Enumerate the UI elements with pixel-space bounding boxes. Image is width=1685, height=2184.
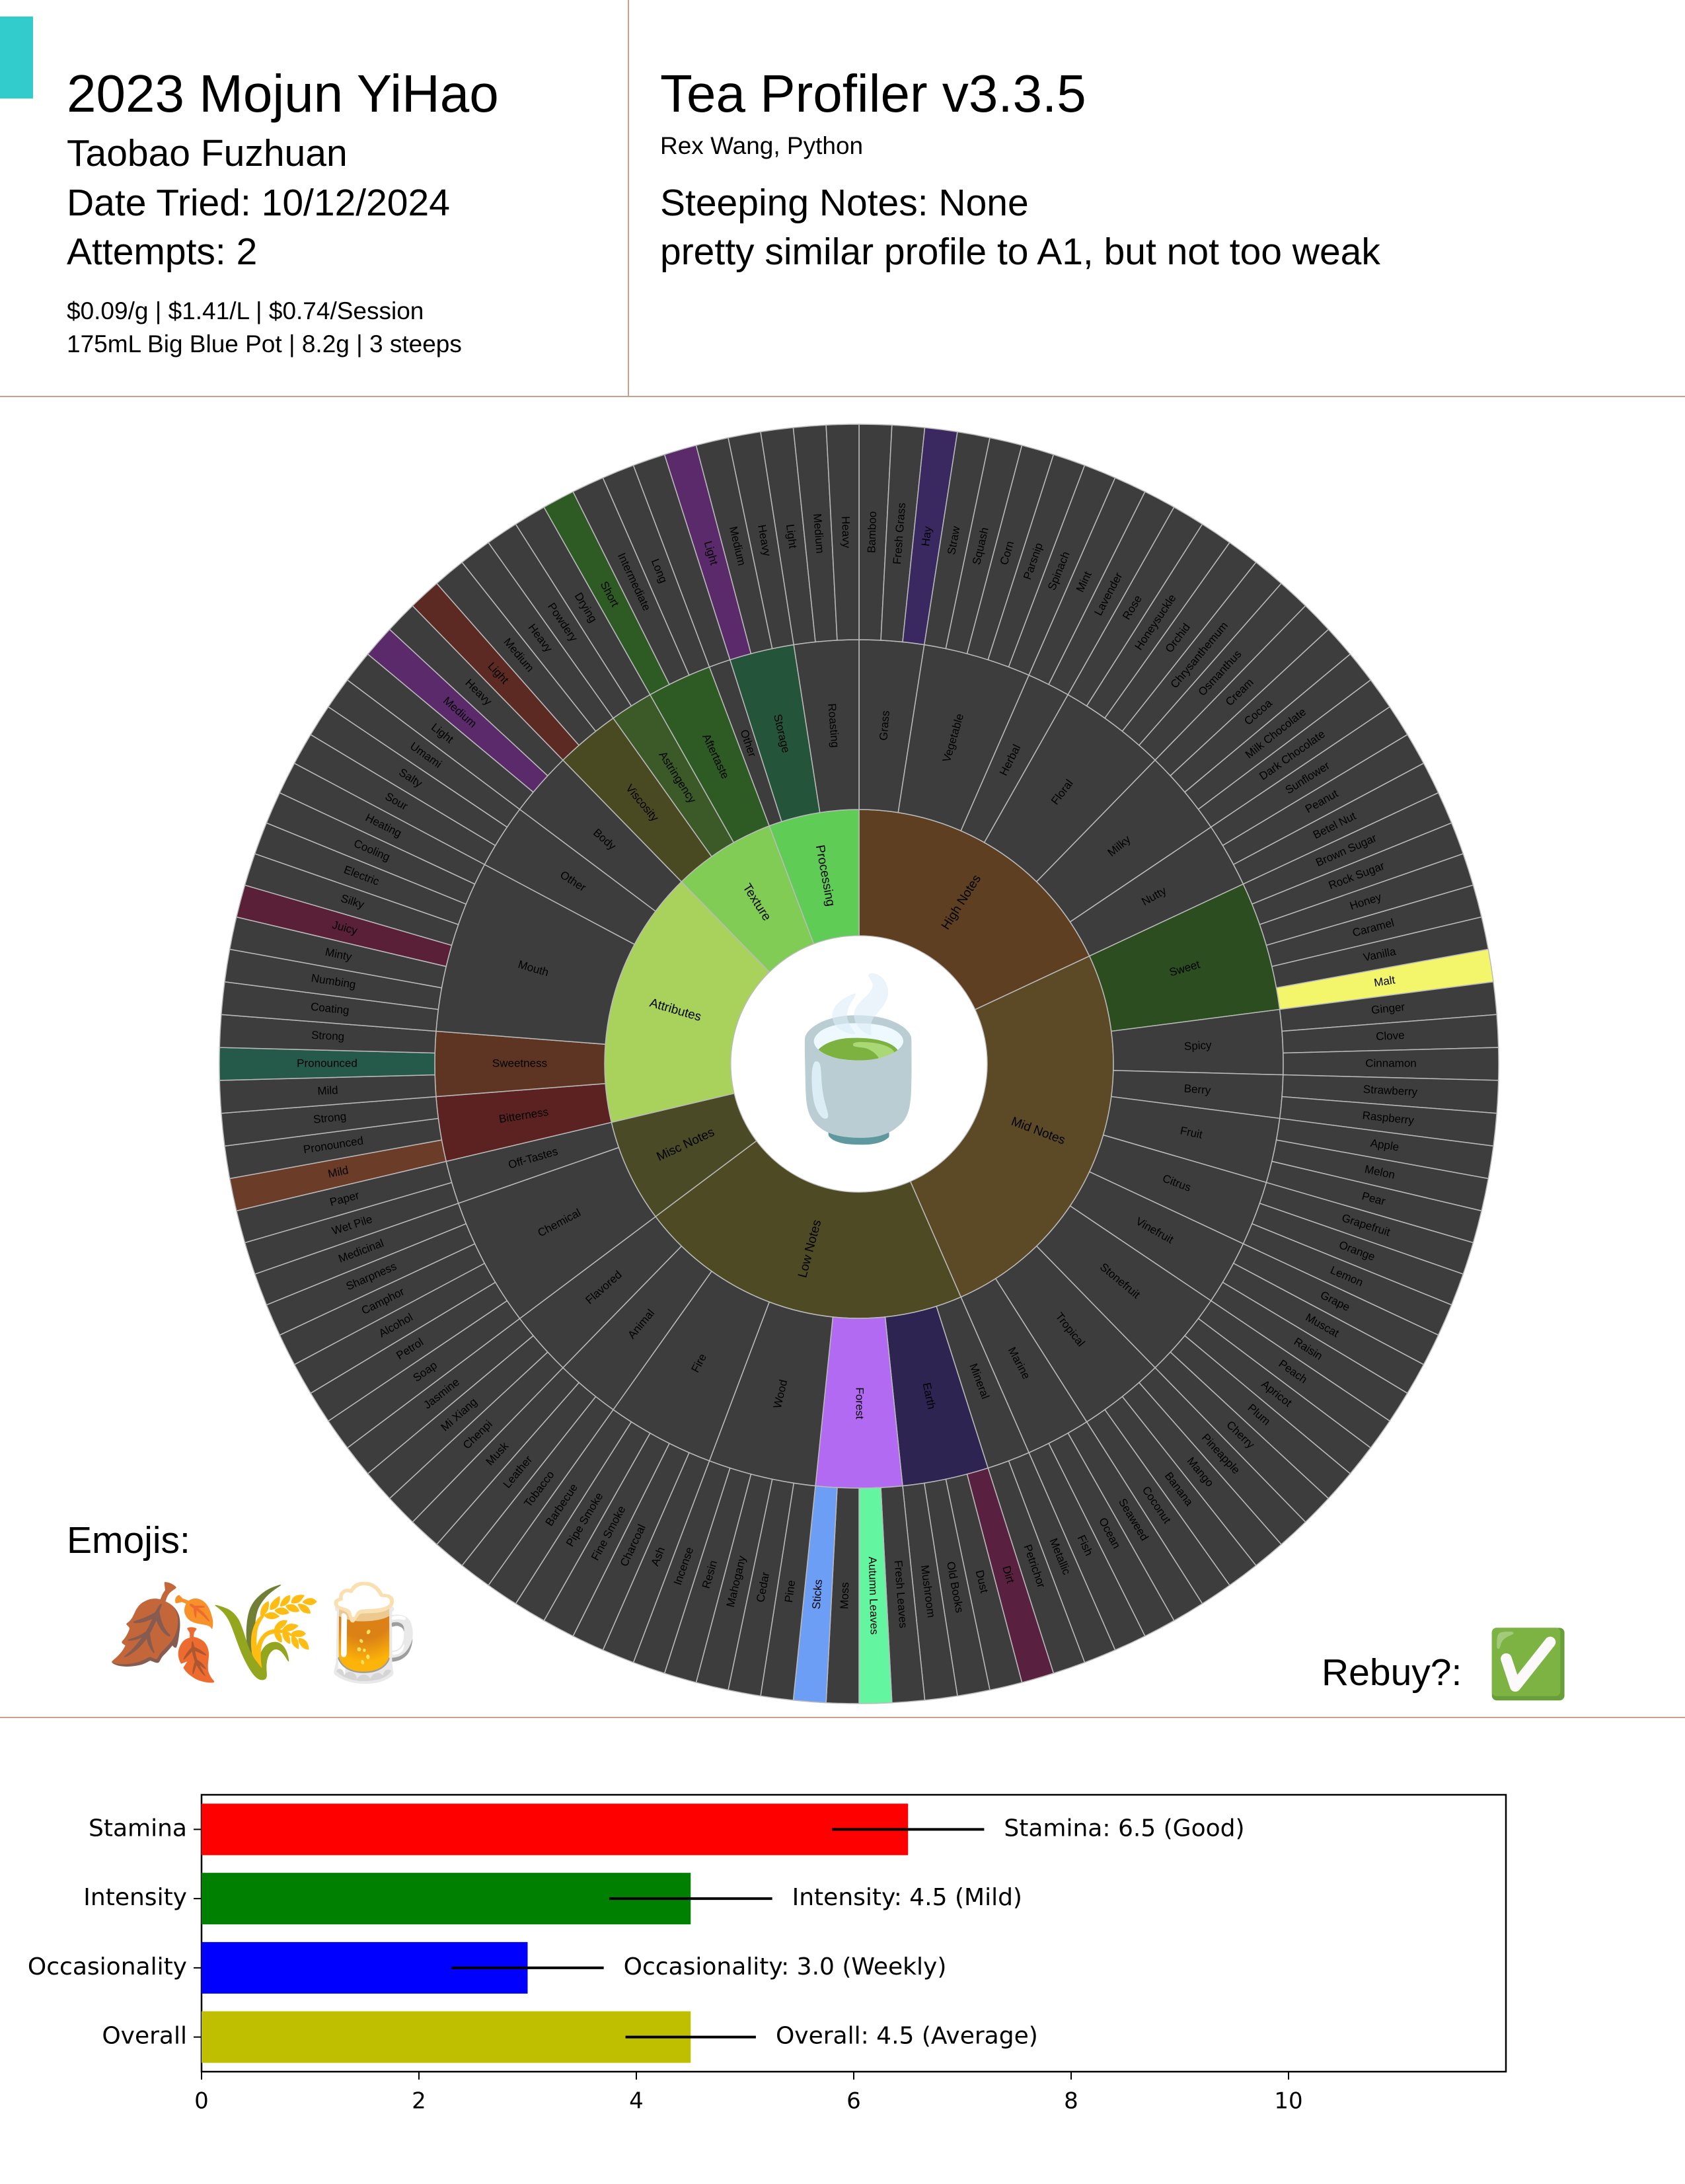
flavor-label: Mild <box>317 1084 338 1098</box>
setup-line: 175mL Big Blue Pot | 8.2g | 3 steeps <box>67 330 462 358</box>
subcategory-label: Sweetness <box>492 1057 547 1069</box>
emoji: 🌾 <box>208 1579 323 1687</box>
price-line: $0.09/g | $1.41/L | $0.74/Session <box>67 297 424 324</box>
flavor-label: Clove <box>1376 1029 1405 1043</box>
x-tick-label: 6 <box>846 2088 861 2115</box>
tea-vendor: Taobao Fuzhuan <box>67 132 348 174</box>
value-label: Overall: 4.5 (Average) <box>776 2023 1038 2050</box>
flavor-label: Pine <box>782 1579 798 1603</box>
emojis-label: Emojis: <box>67 1519 190 1562</box>
attempts: Attempts: 2 <box>67 231 257 273</box>
flavor-label: Sticks <box>810 1579 825 1610</box>
y-tick-label: Occasionality <box>28 1953 187 1980</box>
y-tick-label: Intensity <box>83 1884 187 1911</box>
tea-title: 2023 Mojun YiHao <box>67 64 499 123</box>
flavor-label: Light <box>784 523 800 549</box>
subcategory-label: Grass <box>877 710 891 741</box>
app-title: Tea Profiler v3.3.5 <box>660 64 1086 123</box>
y-tick-label: Stamina <box>89 1815 187 1842</box>
subcategory-label: Forest <box>854 1387 866 1419</box>
author: Rex Wang, Python <box>660 132 863 159</box>
emoji-row: 🍂🌾🍺 <box>106 1577 426 1687</box>
value-label: Occasionality: 3.0 (Weekly) <box>624 1953 947 1980</box>
x-tick-label: 4 <box>629 2088 644 2115</box>
center-emoji: 🍵 <box>765 969 954 1148</box>
flavor-label: Malt <box>1373 973 1396 989</box>
center-circle <box>730 935 988 1193</box>
date-tried: Date Tried: 10/12/2024 <box>67 182 450 224</box>
subcategory-label: Spicy <box>1184 1039 1213 1053</box>
emoji: 🍺 <box>311 1577 426 1687</box>
flavor-label: Bamboo <box>865 511 879 553</box>
flavor-label: Moss <box>838 1582 851 1609</box>
flavor-label: Medium <box>811 513 827 554</box>
flavor-label: Heavy <box>839 516 852 548</box>
bar-chart: 0 2 4 6 8 10 Stamina Stamina: 6.5 (Good) Intensi… <box>28 1793 1507 2115</box>
flavor-label: Strawberry <box>1363 1083 1418 1098</box>
flavor-label: Cinnamon <box>1365 1057 1417 1069</box>
rebuy-value: ✅ <box>1487 1625 1569 1702</box>
emoji: 🍂 <box>106 1579 221 1687</box>
flavor-label: Strong <box>311 1029 345 1043</box>
flavor-segment <box>825 424 860 641</box>
x-tick-label: 2 <box>412 2088 426 2115</box>
accent-bar <box>0 17 33 98</box>
flavor-label: Hay <box>919 525 934 547</box>
subcategory-label: Berry <box>1183 1082 1211 1097</box>
steeping-notes: Steeping Notes: None <box>660 182 1029 224</box>
flavor-label: Pronounced <box>297 1057 357 1069</box>
tasting-note: pretty similar profile to A1, but not to… <box>660 231 1380 273</box>
bar <box>202 1803 909 1856</box>
flavor-label: Autumn Leaves <box>866 1556 881 1635</box>
x-tick-label: 0 <box>194 2088 209 2115</box>
y-tick-label: Overall <box>102 2023 187 2050</box>
value-label: Stamina: 6.5 (Good) <box>1004 1815 1244 1842</box>
value-label: Intensity: 4.5 (Mild) <box>792 1884 1022 1911</box>
rebuy-label: Rebuy?: <box>1322 1651 1462 1694</box>
bar <box>202 2011 691 2063</box>
x-tick-label: 10 <box>1274 2088 1302 2115</box>
x-tick-label: 8 <box>1064 2088 1078 2115</box>
